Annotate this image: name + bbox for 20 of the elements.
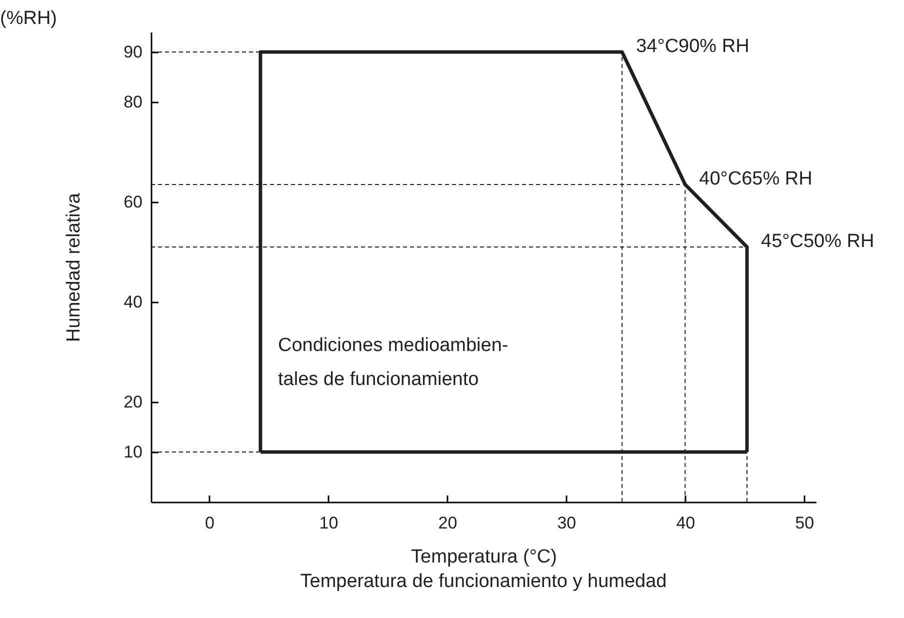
x-axis-title: Temperatura (°C) [411, 546, 557, 568]
text: Temperatura de funcionamiento y humedad [300, 571, 667, 592]
annotation: 40°C65% RH [699, 168, 812, 190]
y-tick-label: 20 [124, 392, 142, 412]
x-tick-label: 40 [676, 514, 696, 532]
y-tick-label: 80 [124, 92, 142, 112]
annotation: Condiciones medioambien- tales de funcionamiento [278, 335, 508, 390]
x-tick-label: 20 [438, 514, 458, 532]
y-tick-label: 10 [124, 442, 142, 462]
y-tick-label: 90 [124, 42, 142, 62]
text: (%RH) [0, 8, 57, 29]
x-tick-label: 10 [319, 514, 338, 532]
y-tick-label: 40 [124, 292, 142, 312]
x-tick-label: 50 [795, 514, 814, 532]
x-tick-label: 30 [557, 514, 576, 532]
y-tick-label: 60 [124, 192, 142, 212]
y-axis-title: Humedad relativa [64, 192, 85, 342]
annotation: 45°C50% RH [761, 231, 874, 252]
x-tick-label: 0 [205, 514, 215, 532]
annotation: 34°C90% RH [636, 36, 750, 57]
